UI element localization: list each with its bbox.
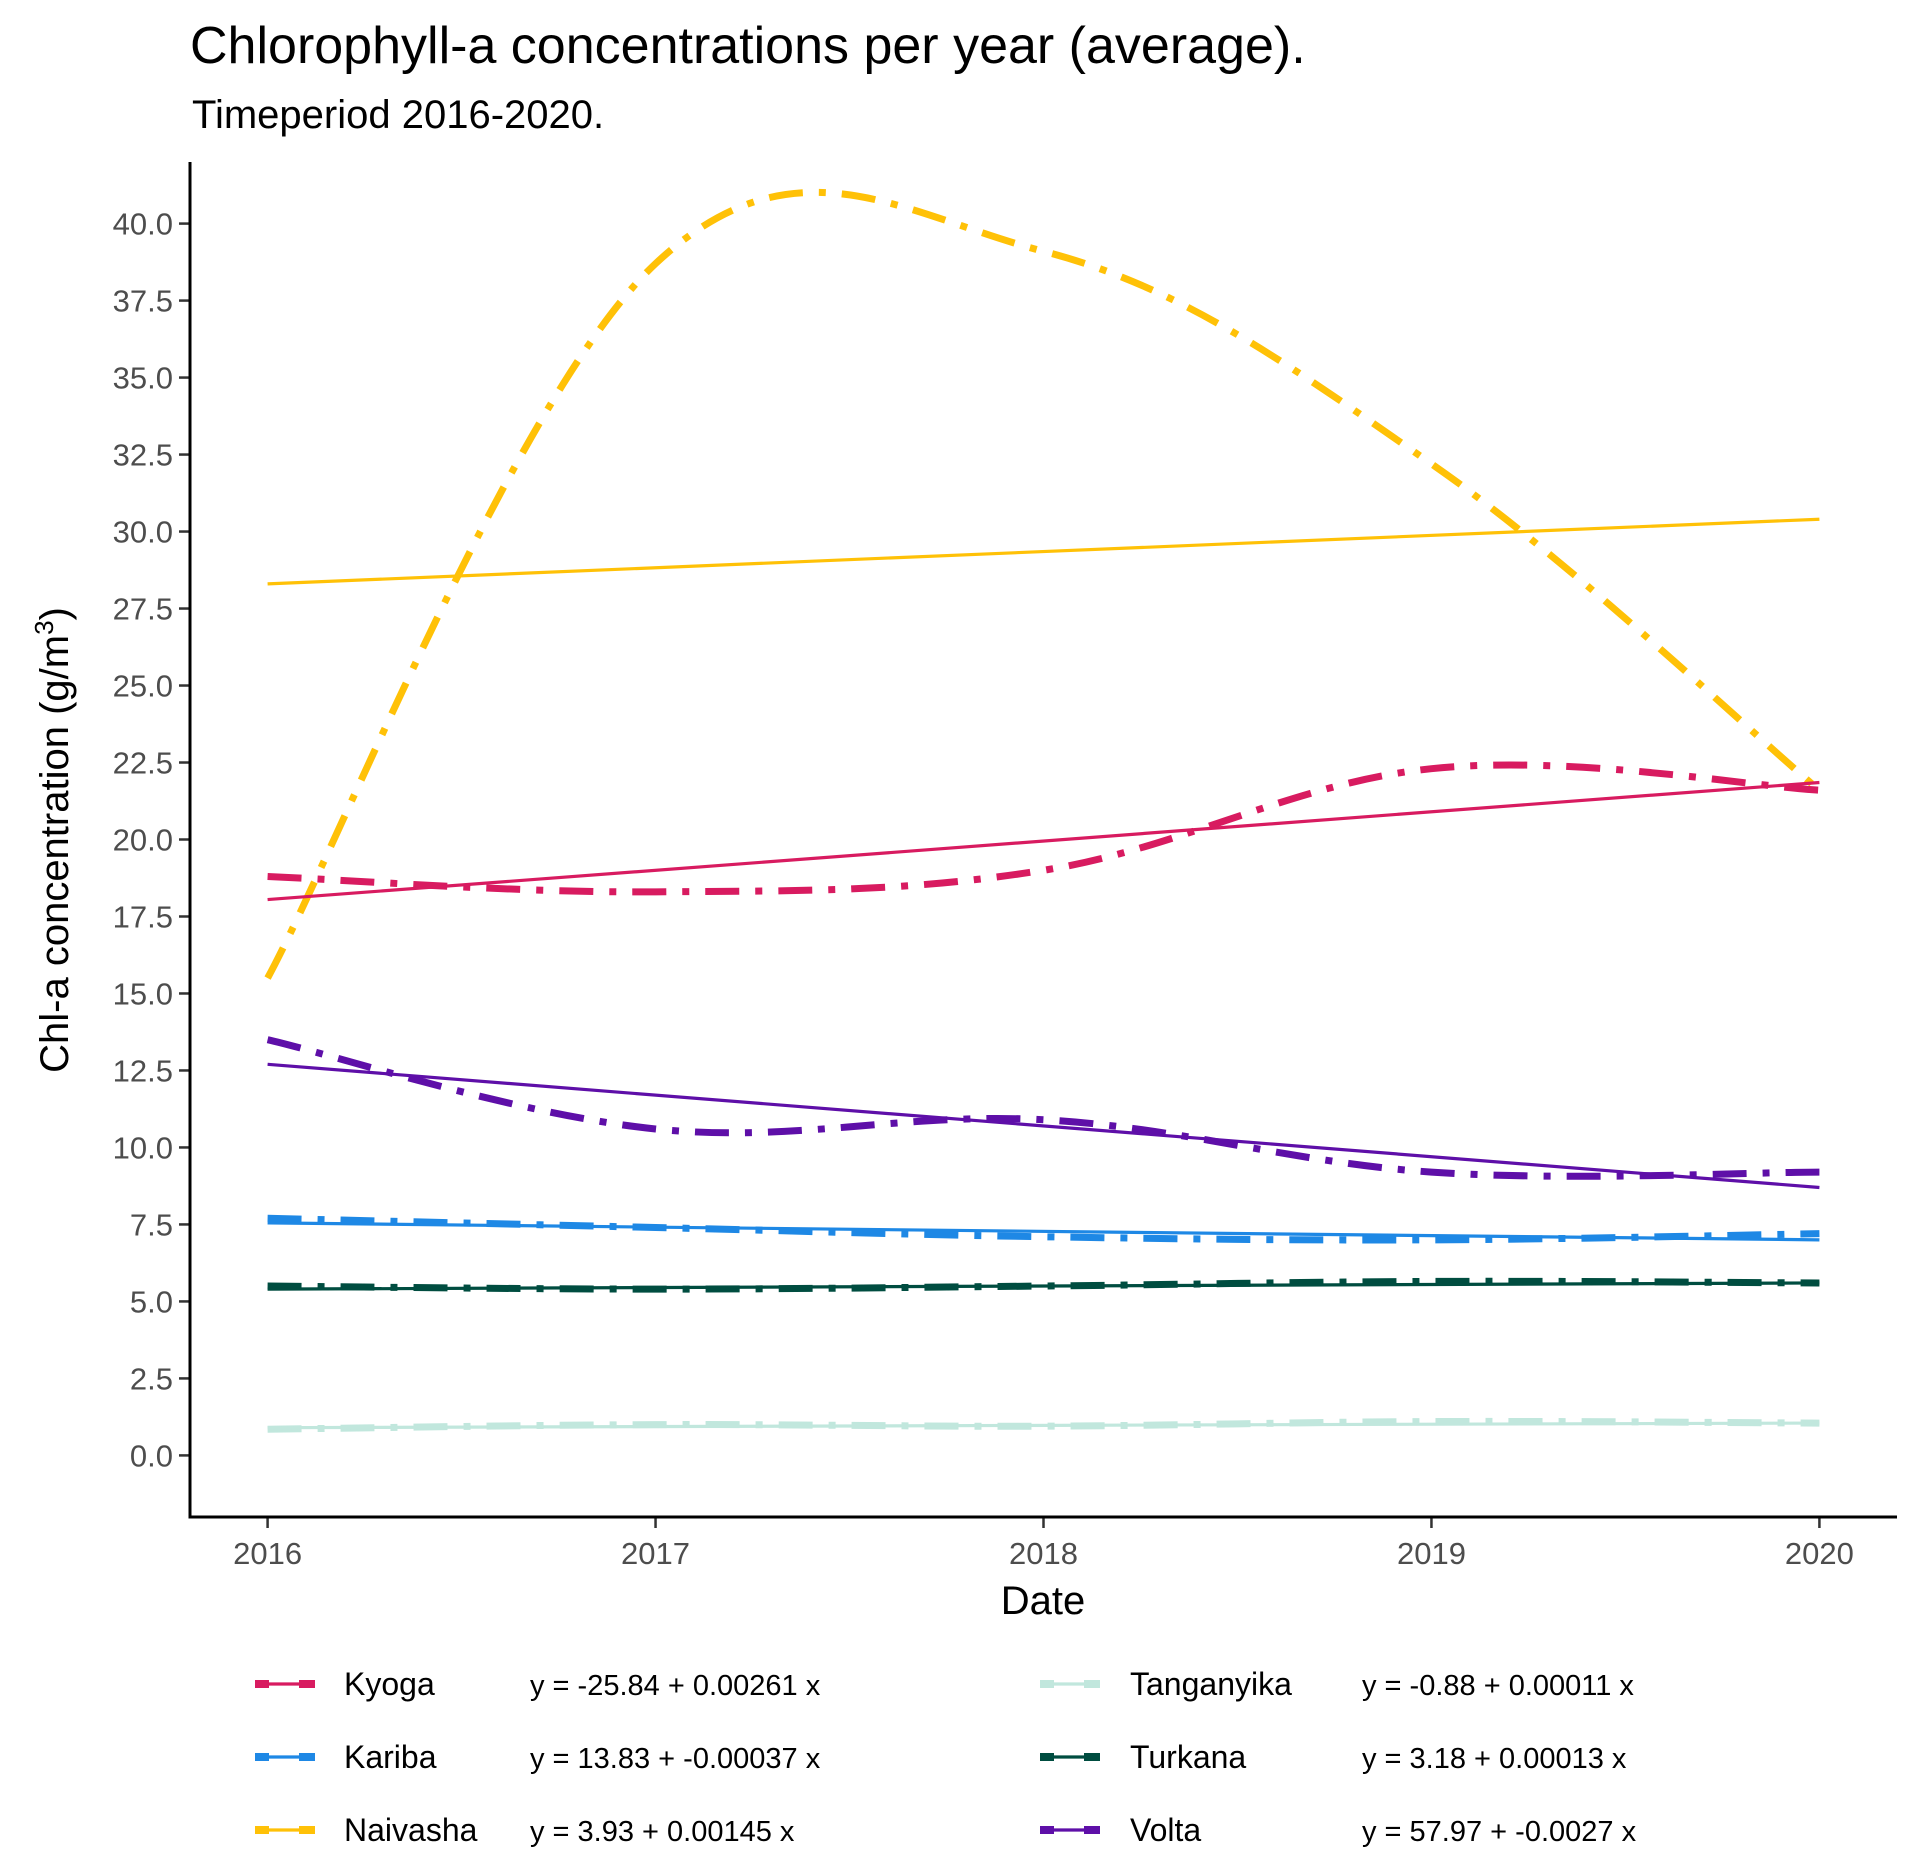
x-tick-label: 2019 <box>1397 1536 1466 1571</box>
trend-line-turkana <box>267 1281 1820 1291</box>
legend-label: Kariba <box>344 1739 437 1775</box>
y-tick-label: 27.5 <box>113 592 173 627</box>
legend: Kyoga y = -25.84 + 0.00261 x Kariba y = 13.… <box>255 1666 1637 1848</box>
legend-equation: y = 3.93 + 0.00145 x <box>530 1816 795 1848</box>
y-axis-title-superscript: 3 <box>29 620 59 634</box>
legend-item-tanganyika: Tanganyika y = -0.88 + 0.00011 x <box>1040 1666 1634 1702</box>
legend-item-kariba: Kariba y = 13.83 + -0.00037 x <box>255 1739 821 1775</box>
series-line-naivasha <box>264 188 1822 980</box>
x-tick-label: 2020 <box>1785 1536 1854 1571</box>
y-axis-title-close: ) <box>33 607 77 620</box>
chart-subtitle: Timeperiod 2016-2020. <box>192 93 604 137</box>
legend-label: Tanganyika <box>1130 1666 1292 1702</box>
y-tick-label: 15.0 <box>113 976 173 1011</box>
plot-area <box>264 188 1822 1433</box>
legend-label: Volta <box>1130 1812 1201 1848</box>
legend-label: Kyoga <box>344 1666 435 1702</box>
y-tick-label: 20.0 <box>113 823 173 858</box>
trend-line-kyoga <box>267 780 1820 902</box>
y-axis-title: Chl-a concentration (g/m3) <box>29 607 77 1073</box>
x-tick-label: 2016 <box>233 1536 302 1571</box>
series-kyoga <box>267 761 1820 902</box>
legend-item-turkana: Turkana y = 3.18 + 0.00013 x <box>1040 1739 1627 1775</box>
y-tick-label: 22.5 <box>113 746 173 781</box>
legend-equation: y = -25.84 + 0.00261 x <box>530 1670 821 1702</box>
legend-item-kyoga: Kyoga y = -25.84 + 0.00261 x <box>255 1666 821 1702</box>
trend-line-volta <box>267 1062 1820 1190</box>
legend-item-volta: Volta y = 57.97 + -0.0027 x <box>1040 1812 1637 1848</box>
y-axis-title-main: Chl-a concentration (g/m <box>33 635 77 1073</box>
y-tick-label: 32.5 <box>113 438 173 473</box>
trend-line-naivasha <box>267 517 1820 586</box>
x-tick-label: 2017 <box>621 1536 690 1571</box>
y-tick-label: 17.5 <box>113 899 173 934</box>
series-naivasha <box>264 188 1822 980</box>
trend-line-kariba <box>267 1221 1820 1242</box>
x-axis-title: Date <box>1001 1579 1086 1623</box>
y-axis-ticks: 0.0 2.5 5.0 7.5 10.0 12.5 15.0 17.5 20.0 22.5 25.0… <box>113 207 190 1473</box>
series-line-volta <box>266 1036 1820 1180</box>
x-axis-ticks: 2016 2017 2018 2019 2020 <box>233 1517 1854 1571</box>
legend-label: Turkana <box>1130 1739 1246 1775</box>
y-tick-label: 40.0 <box>113 207 173 242</box>
y-tick-label: 37.5 <box>113 284 173 319</box>
y-tick-label: 0.0 <box>130 1438 173 1473</box>
trend-line-tanganyika <box>267 1421 1820 1430</box>
series-line-kyoga <box>267 761 1820 896</box>
y-tick-label: 5.0 <box>130 1284 173 1319</box>
legend-equation: y = 3.18 + 0.00013 x <box>1362 1743 1627 1775</box>
y-tick-label: 2.5 <box>130 1361 173 1396</box>
legend-equation: y = 13.83 + -0.00037 x <box>530 1743 821 1775</box>
chart-title: Chlorophyll-a concentrations per year (a… <box>190 17 1306 75</box>
legend-equation: y = 57.97 + -0.0027 x <box>1362 1816 1637 1848</box>
y-tick-label: 35.0 <box>113 361 173 396</box>
legend-item-naivasha: Naivasha y = 3.93 + 0.00145 x <box>255 1812 795 1848</box>
series-kariba <box>267 1214 1820 1244</box>
series-volta <box>266 1036 1820 1190</box>
y-tick-label: 10.0 <box>113 1130 173 1165</box>
series-tanganyika <box>267 1417 1820 1433</box>
legend-label: Naivasha <box>344 1812 478 1848</box>
series-turkana <box>267 1277 1820 1293</box>
y-tick-label: 25.0 <box>113 669 173 704</box>
x-tick-label: 2018 <box>1009 1536 1078 1571</box>
y-tick-label: 30.0 <box>113 515 173 550</box>
legend-equation: y = -0.88 + 0.00011 x <box>1362 1670 1634 1702</box>
y-tick-label: 7.5 <box>130 1207 173 1242</box>
y-tick-label: 12.5 <box>113 1053 173 1088</box>
